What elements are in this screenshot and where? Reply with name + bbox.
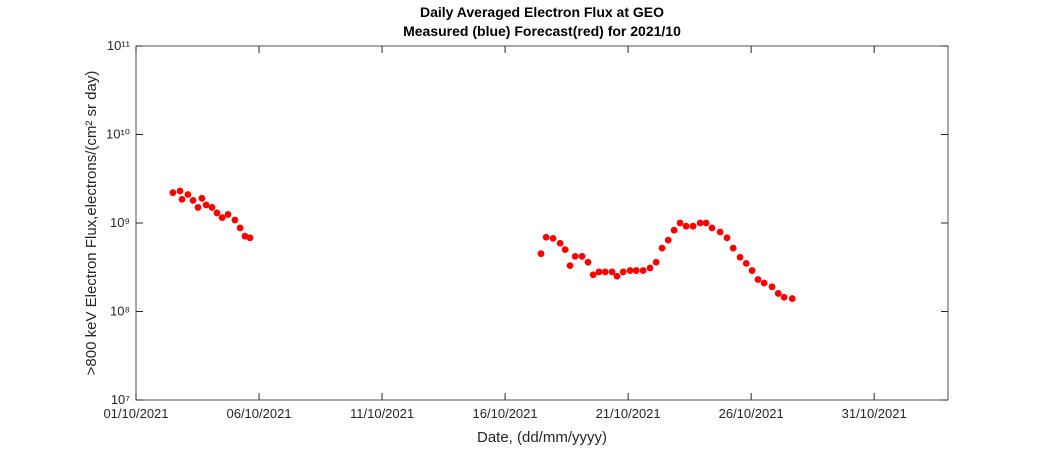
data-point: [716, 228, 724, 236]
data-point: [626, 267, 634, 274]
data-point: [184, 191, 192, 198]
data-point: [601, 268, 609, 276]
data-point: [595, 268, 603, 276]
data-point: [682, 222, 690, 230]
plot-frame: [135, 45, 949, 401]
data-point: [236, 224, 244, 232]
data-point: [549, 234, 557, 242]
data-point: [736, 253, 744, 261]
data-point: [561, 246, 569, 254]
data-point: [169, 189, 177, 197]
data-point: [729, 244, 737, 252]
data-point: [646, 264, 654, 272]
data-point: [652, 258, 660, 266]
data-point: [608, 268, 616, 276]
data-point: [213, 209, 221, 217]
data-point: [542, 233, 550, 241]
chart-title: Daily Averaged Electron Flux at GEO: [420, 4, 664, 20]
data-point: [748, 267, 756, 274]
y-tick-label: 10⁸: [110, 304, 130, 319]
data-point: [208, 204, 216, 211]
data-point: [246, 234, 254, 242]
x-tick-label: 06/10/2021: [226, 406, 291, 421]
data-point: [589, 271, 597, 279]
y-axis-label: >800 keV Electron Flux,electrons/(cm² sr…: [83, 71, 100, 376]
data-point: [760, 279, 768, 287]
data-point: [723, 234, 731, 242]
data-point: [658, 244, 666, 252]
data-point: [194, 204, 202, 211]
data-point: [224, 211, 232, 218]
data-point: [176, 187, 184, 195]
x-tick-label: 01/10/2021: [103, 406, 168, 421]
data-point: [696, 219, 704, 227]
data-point: [202, 201, 210, 209]
data-point: [754, 276, 762, 283]
data-point: [218, 214, 226, 222]
data-point: [632, 267, 640, 274]
data-point: [537, 250, 545, 258]
data-point: [619, 268, 627, 276]
data-point: [788, 295, 796, 302]
data-point: [178, 195, 186, 203]
data-point: [556, 239, 564, 247]
x-axis-label: Date, (dd/mm/yyyy): [477, 429, 607, 446]
data-point: [780, 293, 788, 301]
data-point: [670, 226, 678, 234]
x-tick-label: 16/10/2021: [473, 406, 538, 421]
data-point: [664, 236, 672, 244]
data-point: [774, 290, 782, 297]
data-point: [742, 259, 750, 267]
chart-subtitle: Measured (blue) Forecast(red) for 2021/1…: [403, 23, 681, 39]
data-point: [708, 224, 716, 232]
x-tick-label: 31/10/2021: [842, 406, 907, 421]
data-point: [613, 272, 621, 280]
data-point: [768, 283, 776, 291]
data-point: [198, 194, 206, 202]
x-tick-label: 21/10/2021: [596, 406, 661, 421]
data-point: [578, 252, 586, 260]
data-point: [702, 219, 710, 227]
data-point: [689, 222, 697, 230]
y-tick-label: 10⁹: [110, 215, 130, 230]
data-point: [566, 262, 574, 270]
data-point: [639, 267, 647, 274]
y-tick-label: 10¹⁰: [106, 127, 130, 142]
x-tick-label: 11/10/2021: [350, 406, 414, 421]
y-tick-label: 10¹¹: [107, 38, 131, 53]
y-tick-label: 10⁷: [111, 392, 130, 407]
data-point: [584, 258, 592, 266]
data-point: [571, 252, 579, 260]
data-point: [189, 197, 197, 204]
x-tick-label: 26/10/2021: [719, 406, 784, 421]
data-point: [231, 216, 239, 224]
data-point: [676, 219, 684, 227]
